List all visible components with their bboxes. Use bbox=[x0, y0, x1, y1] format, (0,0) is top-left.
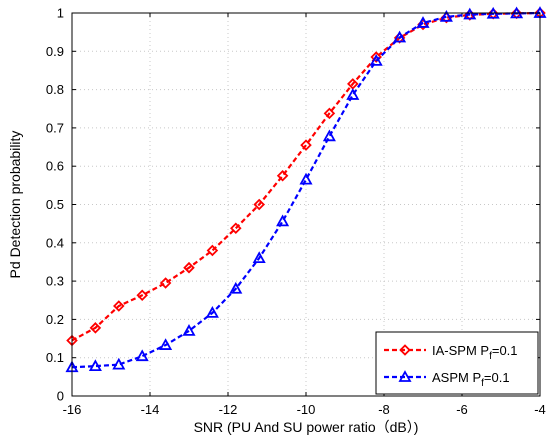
data-point bbox=[299, 172, 313, 185]
legend-entry-label: ASPM Pf=0.1 bbox=[432, 370, 510, 389]
y-tick-label: 0.6 bbox=[46, 159, 64, 174]
data-point bbox=[439, 9, 453, 22]
legend-box bbox=[375, 331, 539, 395]
data-point bbox=[300, 139, 312, 151]
x-tick-label: -10 bbox=[297, 402, 316, 417]
y-tick-label: 0.1 bbox=[46, 350, 64, 365]
data-point bbox=[416, 16, 430, 28]
data-point bbox=[252, 251, 266, 264]
series-line bbox=[71, 11, 541, 369]
legend-name: ASPM P bbox=[432, 370, 481, 385]
y-tick-label: 0.7 bbox=[46, 120, 64, 135]
data-point bbox=[206, 244, 219, 257]
data-point bbox=[393, 30, 407, 43]
data-point bbox=[369, 54, 383, 66]
data-point bbox=[113, 300, 125, 312]
y-tick-label: 0.5 bbox=[46, 197, 64, 212]
data-point bbox=[370, 51, 382, 63]
data-point bbox=[323, 107, 336, 120]
y-tick-label: 0.2 bbox=[46, 312, 64, 327]
data-point bbox=[230, 222, 242, 235]
data-point bbox=[182, 324, 196, 336]
legend-subscript: f bbox=[481, 378, 484, 389]
x-tick-label: -4 bbox=[534, 402, 546, 417]
legend-swatch-marker bbox=[399, 344, 411, 356]
data-point bbox=[276, 214, 290, 227]
y-tick-label: 0.4 bbox=[46, 235, 64, 250]
plot-frame bbox=[71, 12, 541, 397]
legend-subscript: f bbox=[489, 351, 492, 362]
series-line bbox=[71, 11, 541, 342]
y-tick-label: 0.9 bbox=[46, 44, 64, 59]
data-point bbox=[229, 281, 243, 294]
y-tick-label: 1 bbox=[57, 6, 64, 21]
legend-swatch-marker bbox=[398, 370, 412, 382]
data-point bbox=[205, 306, 219, 318]
data-point bbox=[322, 129, 336, 142]
data-point bbox=[89, 322, 102, 334]
data-point bbox=[135, 349, 149, 362]
data-point bbox=[112, 357, 126, 370]
data-point bbox=[346, 88, 360, 100]
x-tick-label: -8 bbox=[378, 402, 390, 417]
data-point bbox=[159, 277, 172, 289]
x-tick-label: -6 bbox=[456, 402, 468, 417]
legend-suffix: =0.1 bbox=[492, 343, 518, 358]
data-point bbox=[183, 261, 195, 274]
x-tick-label: -12 bbox=[219, 402, 238, 417]
data-point bbox=[463, 7, 477, 20]
legend-suffix: =0.1 bbox=[484, 370, 510, 385]
x-tick-label: -14 bbox=[141, 402, 160, 417]
axis-ticks: -16 -14 -12 -10 -8 -6 -4 0 0.1 0.2 0.3 0.4 0.5 0.6 0.7… bbox=[46, 6, 546, 418]
x-tick-label: -16 bbox=[63, 402, 82, 417]
y-tick-label: 0 bbox=[57, 389, 64, 404]
data-point bbox=[253, 198, 265, 211]
y-axis-label: Pd Detection probability bbox=[7, 131, 23, 279]
y-tick-label: 0.8 bbox=[46, 82, 64, 97]
data-point bbox=[136, 289, 148, 302]
legend-name: IA-SPM P bbox=[432, 343, 489, 358]
data-point bbox=[88, 359, 102, 372]
y-tick-label: 0.3 bbox=[46, 274, 64, 289]
x-axis-label: SNR (PU And SU power ratio（dB）) bbox=[194, 419, 419, 435]
legend-entry-label: IA-SPM Pf=0.1 bbox=[432, 343, 518, 362]
data-point bbox=[276, 170, 289, 182]
data-point bbox=[159, 338, 173, 350]
